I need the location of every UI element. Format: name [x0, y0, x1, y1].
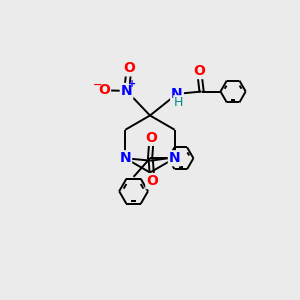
Text: −: −	[93, 80, 102, 90]
Text: H: H	[174, 96, 183, 109]
Text: O: O	[123, 61, 135, 75]
Text: N: N	[169, 151, 181, 165]
Text: N: N	[119, 151, 131, 165]
Text: +: +	[128, 79, 136, 89]
Text: O: O	[146, 131, 158, 145]
Text: O: O	[98, 83, 110, 97]
Text: O: O	[193, 64, 205, 78]
Text: N: N	[121, 84, 132, 98]
Text: O: O	[146, 174, 158, 188]
Text: N: N	[171, 87, 183, 101]
